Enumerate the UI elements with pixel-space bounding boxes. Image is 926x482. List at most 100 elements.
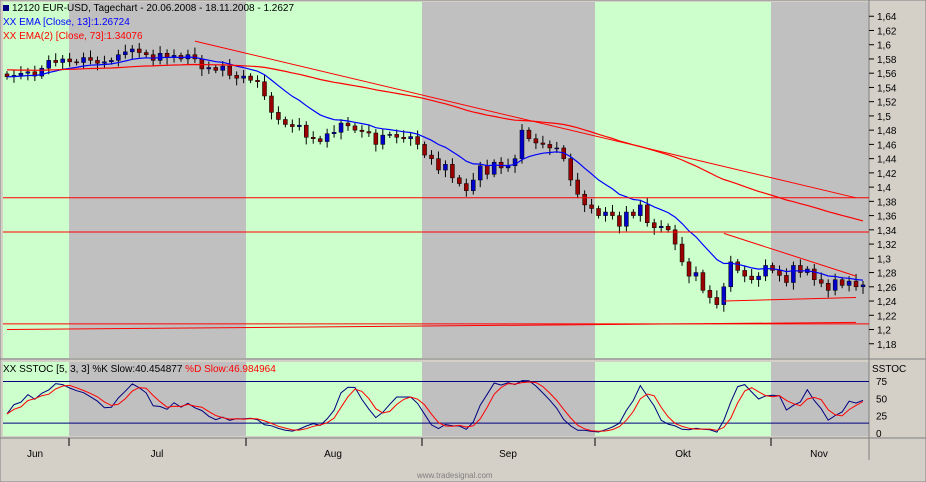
y-tick-label: 1,64 [877,12,897,23]
ema13-legend[interactable]: XX EMA [Close, 13]:1.26724 [3,17,130,29]
candle-body [95,60,100,64]
candle-body [88,57,93,61]
candle-body [860,284,866,288]
trendline [723,296,857,302]
candle-body [345,122,351,127]
candle-body [81,57,86,63]
y-tick-label: 1,5 [877,112,891,123]
month-band [422,2,595,358]
candle-body [290,124,295,127]
candle-body [798,265,803,273]
candle-body [735,261,740,271]
candle-body [547,144,553,149]
stoch-tick-label: 75 [876,377,888,388]
candle-body [116,54,121,61]
candle-body [672,229,678,245]
candle-body [624,211,629,227]
indicator-icon: XX [3,364,20,375]
candle-body [373,132,379,145]
y-tick-label: 1,32 [877,240,897,251]
month-band [595,2,771,358]
candle-body [262,81,267,97]
candle-body [387,134,393,136]
candle-body [130,48,135,53]
candle-body [812,268,817,280]
month-band [771,2,869,358]
candle-body [484,165,490,175]
y-tick-label: 1,42 [877,169,897,180]
candle-body [477,165,483,181]
y-tick-label: 1,46 [877,140,897,151]
y-tick-label: 1,36 [877,212,897,223]
candle-body [136,48,142,53]
candle-body [686,261,692,277]
trendline [194,40,857,199]
candle-body [756,275,761,280]
candle-body [213,67,219,71]
candle-body [700,272,706,291]
candle-body [317,138,323,142]
candle-body [763,265,768,277]
trendline [723,232,857,277]
y-tick-label: 1,62 [877,26,897,37]
candle-body [707,290,713,298]
candle-body [352,125,358,131]
x-tick-label: Sep [499,449,517,460]
candle-body [596,208,601,216]
candle-body [554,147,560,150]
candle-body [220,65,225,71]
candle-body [269,95,274,113]
y-tick-label: 1,54 [877,83,897,94]
candle-body [401,137,406,139]
candle-body [728,261,734,288]
candle-body [310,137,316,139]
candle-body [457,177,462,184]
stoch-legend[interactable]: XX SSTOC [5, 3, 3] %K Slow:40.454877 %D … [3,364,276,376]
month-band [69,2,246,358]
candle-body [533,138,539,144]
candle-body [46,60,52,69]
ema13-line [6,56,864,281]
candle-body [791,265,796,283]
candle-body [610,211,615,216]
candle-body [234,75,239,79]
y-tick-label: 1,4 [877,183,891,194]
x-tick-label: Okt [675,449,691,460]
x-tick-label: Nov [810,449,828,460]
y-tick-label: 1,22 [877,311,897,322]
candle-body [617,215,622,227]
candle-body [568,158,573,181]
candle-body [331,132,337,134]
candle-body [825,282,831,291]
candle-body [777,270,782,276]
indicator-icon: XX [3,17,20,28]
y-tick-label: 1,58 [877,55,897,66]
candle-body [415,136,420,145]
candle-body [721,286,727,305]
candle-body [53,60,58,63]
ema73-label: EMA(2) [Close, 73]:1.34076 [19,31,143,42]
y-tick-label: 1,56 [877,69,897,80]
x-tick-label: Jun [27,449,43,460]
candle-body [526,129,532,139]
candle-body [464,183,469,191]
candle-body [199,58,205,70]
month-band [422,362,595,436]
candle-body [714,297,720,305]
ema73-legend[interactable]: XX EMA(2) [Close, 73]:1.34076 [3,31,143,43]
candle-body [241,75,246,79]
symbol-marker-icon [3,5,9,11]
candle-body [846,280,852,286]
chart-title-row: 12120 EUR-USD, Tagechart - 20.06.2008 - … [3,3,294,15]
y-tick-label: 1,26 [877,283,897,294]
y-tick-label: 1,52 [877,98,897,109]
candle-body [276,112,281,120]
candle-body [206,67,212,70]
month-band [246,362,422,436]
candle-body [540,142,546,145]
month-band [246,2,422,358]
candle-body [74,61,79,64]
candle-body [157,53,163,61]
candle-body [324,133,330,142]
month-band [595,362,771,436]
